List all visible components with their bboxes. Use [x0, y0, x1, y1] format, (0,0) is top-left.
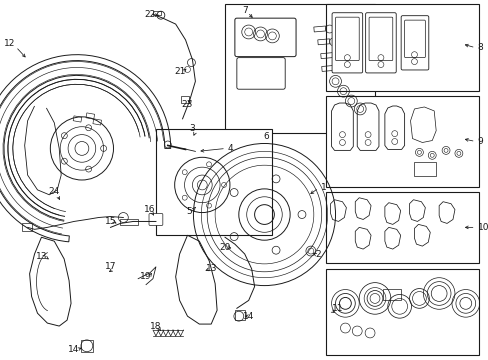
Text: 20: 20 — [219, 243, 230, 252]
FancyBboxPatch shape — [331, 13, 362, 73]
FancyBboxPatch shape — [335, 17, 359, 60]
FancyBboxPatch shape — [236, 58, 285, 89]
FancyBboxPatch shape — [404, 20, 425, 58]
Bar — [320, 53, 332, 59]
Text: 9: 9 — [477, 137, 483, 146]
Bar — [313, 26, 325, 32]
Text: 1: 1 — [320, 183, 326, 192]
Bar — [81, 340, 93, 352]
Bar — [93, 119, 102, 125]
FancyBboxPatch shape — [234, 18, 295, 57]
Text: 17: 17 — [104, 262, 116, 271]
Bar — [73, 116, 81, 122]
Bar — [120, 220, 138, 225]
Text: 22: 22 — [144, 10, 155, 19]
Text: 13: 13 — [206, 264, 218, 273]
Bar — [325, 192, 478, 263]
Text: 13: 13 — [36, 252, 47, 261]
Text: 23: 23 — [182, 99, 193, 108]
Text: 18: 18 — [150, 321, 162, 330]
Text: 16: 16 — [144, 205, 156, 214]
Text: 3: 3 — [189, 124, 195, 133]
Text: 8: 8 — [477, 43, 483, 52]
Text: 11: 11 — [331, 304, 343, 313]
Bar — [156, 129, 272, 235]
Text: 21: 21 — [174, 67, 185, 76]
FancyBboxPatch shape — [149, 213, 163, 225]
Text: 4: 4 — [226, 144, 232, 153]
Text: 10: 10 — [477, 223, 488, 232]
Text: 14: 14 — [68, 345, 80, 354]
Bar — [325, 96, 478, 187]
Bar — [234, 310, 244, 320]
Bar — [321, 66, 333, 71]
FancyBboxPatch shape — [365, 13, 395, 73]
Text: 6: 6 — [263, 132, 269, 141]
Text: 24: 24 — [48, 187, 60, 196]
Bar — [153, 11, 161, 15]
Text: 2: 2 — [314, 249, 320, 258]
Bar — [382, 289, 400, 300]
Text: 7: 7 — [242, 6, 247, 15]
Bar — [317, 39, 329, 45]
Text: 12: 12 — [4, 39, 16, 48]
Text: 15: 15 — [104, 217, 116, 226]
Bar — [224, 4, 374, 132]
Text: 5: 5 — [186, 207, 192, 216]
Bar — [86, 113, 94, 119]
Text: 14: 14 — [243, 312, 254, 321]
Text: 19: 19 — [140, 272, 151, 281]
Bar — [180, 96, 189, 103]
FancyBboxPatch shape — [400, 16, 428, 70]
Bar — [325, 4, 478, 91]
Bar — [414, 162, 435, 176]
Bar — [325, 269, 478, 355]
FancyBboxPatch shape — [368, 17, 392, 60]
Bar — [21, 224, 32, 231]
